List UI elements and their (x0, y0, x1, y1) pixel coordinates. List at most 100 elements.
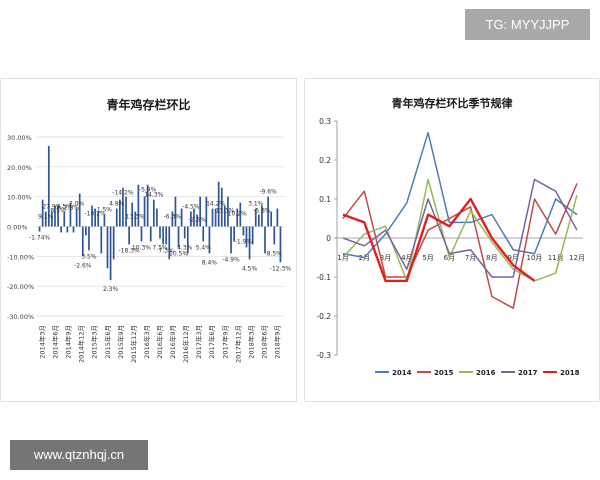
bar-data-label: 10.3% (132, 244, 151, 251)
bar (261, 205, 263, 227)
bar-data-label: -6.3% (164, 214, 182, 221)
bar (242, 226, 245, 236)
bar (97, 211, 100, 227)
bar (233, 226, 235, 242)
bar (131, 202, 134, 227)
y-tick-label: -0.3 (316, 351, 331, 360)
x-tick-label: 2017年3月 (194, 325, 203, 359)
bar (177, 226, 180, 248)
bar (69, 202, 72, 227)
bar (94, 208, 96, 227)
bar-data-label: -5.8% (253, 208, 271, 215)
x-tick-label: 2014年12月 (77, 325, 86, 363)
y-tick-label: 20.00% (7, 164, 32, 172)
bar (103, 214, 106, 227)
bar (257, 214, 260, 227)
x-tick-label: 2017年9月 (220, 325, 229, 359)
bar (217, 181, 220, 227)
bar (186, 226, 189, 254)
bar (125, 196, 127, 227)
x-tick-label: 12月 (569, 254, 585, 262)
x-tick-label: 2015年3月 (90, 325, 99, 359)
bar (183, 226, 186, 239)
bar (38, 226, 41, 232)
x-tick-label: 5月 (422, 254, 433, 262)
line-chart: 0.30.20.10-0.1-0.2-0.31月 2月 3月 4月 5月 6月 7月 8月 9月… (316, 117, 585, 377)
y-tick-label: -20.00% (7, 283, 34, 291)
x-tick-label: 2014年6月 (51, 325, 60, 359)
bar-chart-title: 青年鸡存栏环比 (106, 98, 191, 112)
bar (214, 208, 217, 227)
y-tick-label: -10.00% (7, 253, 34, 261)
bar (112, 226, 115, 260)
y-tick-label: 0.1 (319, 195, 331, 204)
series-line-2017 (342, 178, 578, 278)
bar (199, 196, 202, 227)
bar (196, 214, 198, 227)
y-tick-label: 10.00% (7, 194, 32, 202)
x-tick-label: 2016年12月 (181, 325, 190, 363)
watermark-url: www.qtznhqj.cn (10, 440, 148, 470)
bar (251, 226, 254, 245)
bar (276, 208, 279, 227)
bar-data-label: 8.4% (202, 259, 218, 266)
bar-data-label: 2.3% (103, 286, 119, 293)
bar-data-label: 8.5% (267, 250, 283, 257)
x-tick-label: 1月 (337, 254, 348, 262)
bar (156, 208, 158, 227)
bar-data-label: 13.3% (126, 214, 145, 221)
bar-data-label: -14.2% (112, 190, 134, 197)
bar-data-label: 13.3% (215, 208, 234, 215)
bar (122, 187, 124, 227)
x-tick-label: 2018年6月 (259, 325, 268, 359)
bar-data-label: -1.9% (235, 238, 253, 245)
bar (66, 226, 69, 233)
bar (171, 211, 174, 227)
bar (254, 208, 257, 227)
bar (137, 184, 140, 227)
y-tick-label: 30.00% (7, 134, 32, 142)
bar (224, 205, 226, 227)
x-tick-label: 4月 (401, 254, 412, 262)
bar-data-label: 7.3% (159, 247, 175, 254)
x-tick-label: 2015年6月 (103, 325, 112, 359)
bar (193, 208, 195, 227)
bar-data-label: 4.5% (242, 265, 258, 272)
bar (220, 187, 223, 227)
legend-label-2014: 2014 (392, 369, 412, 377)
x-tick-label: 9月 (507, 254, 518, 262)
bar (230, 226, 232, 254)
bar (106, 226, 109, 269)
bar-data-label: 4.8% (109, 201, 125, 208)
bar (91, 205, 93, 227)
bar (165, 226, 168, 245)
bar (174, 196, 177, 227)
bar (72, 226, 75, 233)
x-tick-label: 2018年9月 (272, 325, 281, 359)
bar (267, 196, 269, 227)
bar (239, 202, 242, 227)
bar (88, 226, 90, 251)
bar-data-label: 27.9% (42, 204, 61, 211)
bar (109, 226, 112, 281)
watermark-tag: TG: MYYJJPP (465, 9, 590, 40)
bar (60, 226, 63, 233)
x-tick-label: 2016年3月 (142, 325, 151, 359)
y-tick-label: -0.2 (316, 312, 331, 321)
bar-data-label: 14.3% (144, 192, 163, 199)
bar (180, 208, 183, 227)
bar-chart: 30.00% 20.00% 10.00% 0.00% -10.00% -20.00% -30… (7, 134, 291, 363)
bar-data-label: 7.5% (152, 244, 168, 251)
bar-data-label: 10.2% (228, 211, 247, 218)
bar (81, 226, 84, 257)
x-tick-label: 11月 (548, 254, 564, 262)
bar-data-label: -18.3% (118, 247, 140, 254)
bar (202, 226, 205, 242)
bar (279, 226, 282, 263)
bar (57, 205, 59, 227)
x-tick-label: 2016年9月 (168, 325, 177, 359)
bar (245, 226, 248, 248)
bar-data-label: 10.5% (169, 250, 188, 257)
bar-data-label: -4.5% (182, 204, 200, 211)
bar (47, 145, 50, 227)
